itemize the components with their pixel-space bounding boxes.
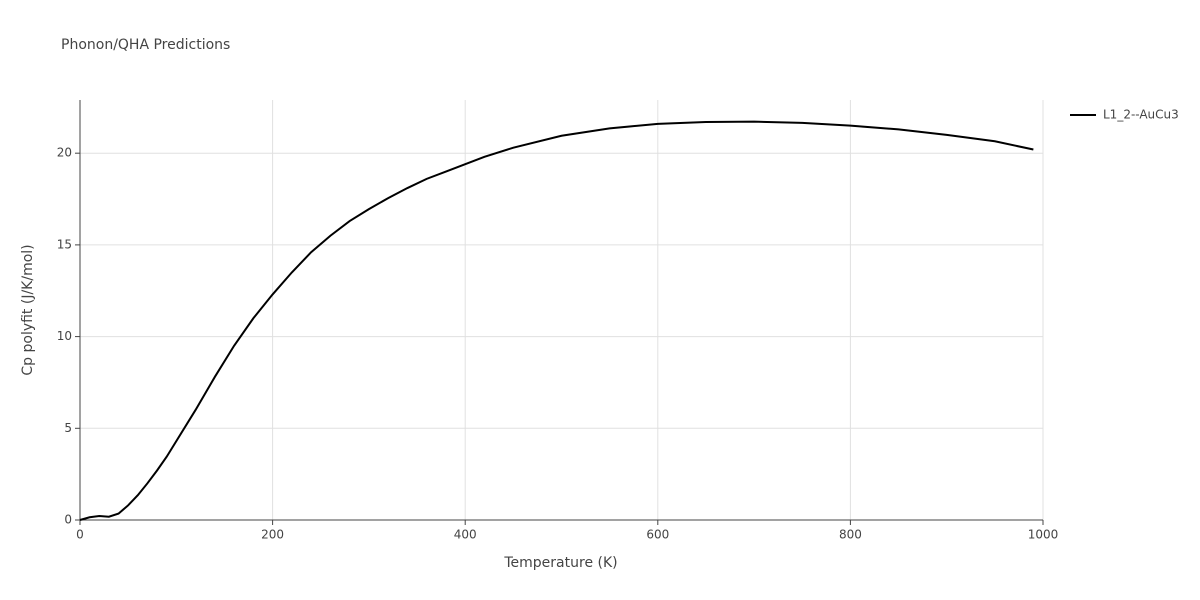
x-tick-label: 600 [646, 528, 669, 542]
y-tick-label: 15 [57, 237, 72, 251]
y-tick-label: 20 [57, 146, 72, 160]
line-series [79, 120, 1034, 521]
legend-label: L1_2--AuCu3 [1103, 108, 1179, 122]
x-tick-label: 400 [454, 528, 477, 542]
x-tick-label: 0 [76, 528, 84, 542]
chart-title: Phonon/QHA Predictions [61, 37, 230, 53]
y-tick-label: 10 [57, 329, 72, 343]
y-axis-label: Cp polyfit (J/K/mol) [20, 244, 36, 375]
y-tick-label: 5 [64, 421, 72, 435]
x-tick-label: 800 [839, 528, 862, 542]
y-tick-label: 0 [64, 513, 72, 527]
x-axis-label: Temperature (K) [503, 555, 617, 571]
x-tick-label: 1000 [1028, 528, 1059, 542]
x-tick-label: 200 [261, 528, 284, 542]
